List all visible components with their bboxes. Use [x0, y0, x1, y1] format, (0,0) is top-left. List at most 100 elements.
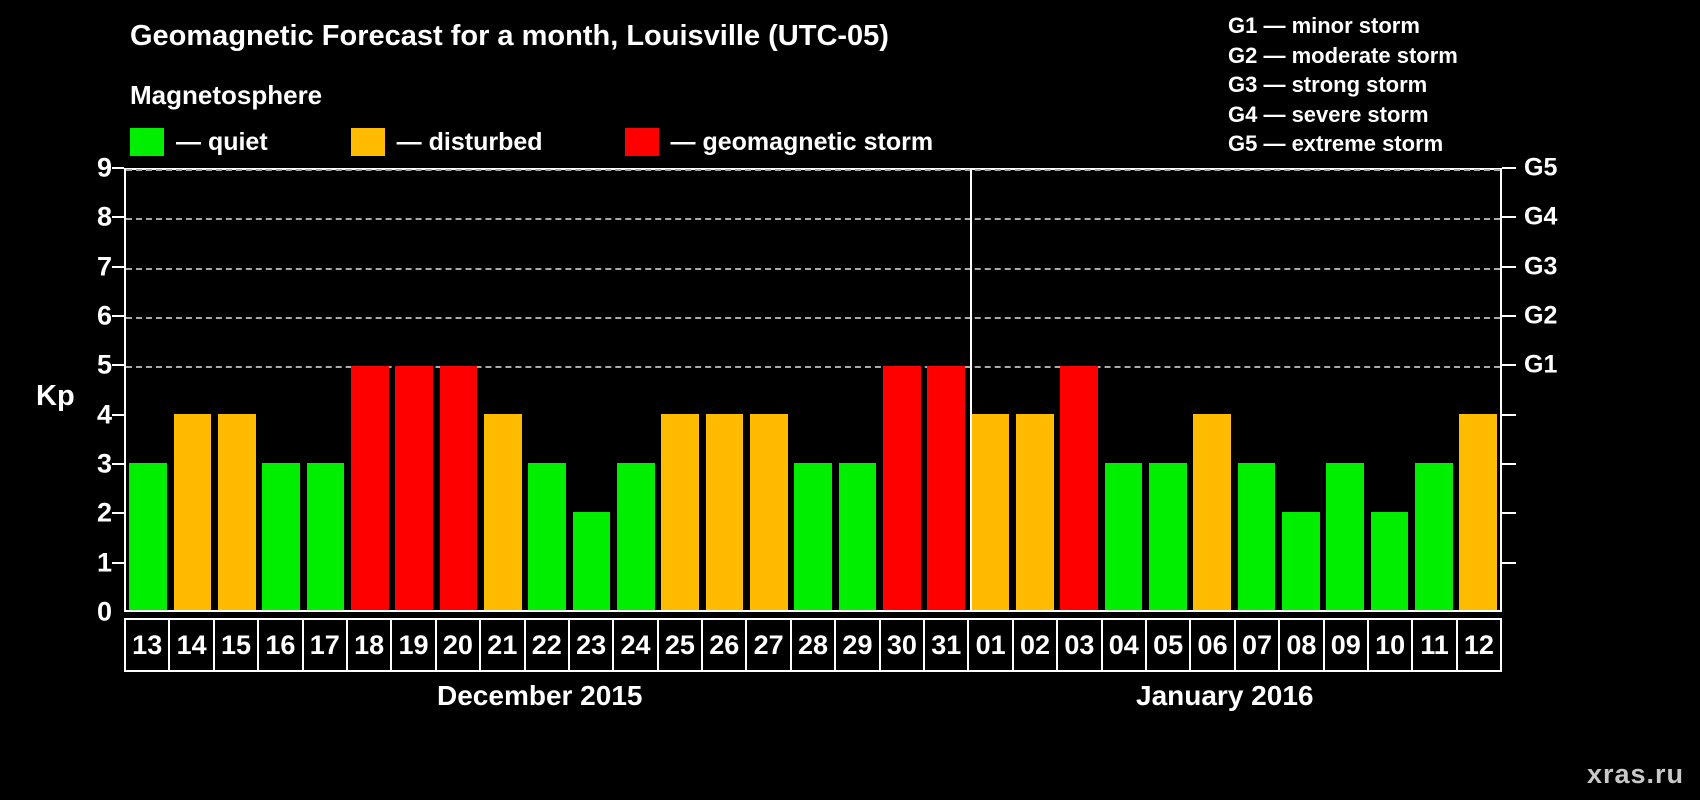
bar-20-kp-5[interactable]	[439, 365, 478, 610]
date-cell-12[interactable]: 12	[1463, 629, 1494, 660]
bar-cell-01[interactable]	[968, 170, 1012, 610]
bar-cell-26[interactable]	[702, 170, 746, 610]
bar-22-kp-3[interactable]	[528, 463, 566, 610]
bar-cell-04[interactable]	[1101, 170, 1145, 610]
bar-cell-15[interactable]	[215, 170, 259, 610]
bar-cell-30[interactable]	[880, 170, 924, 610]
bar-cell-12[interactable]	[1456, 170, 1500, 610]
date-cell-19[interactable]: 19	[392, 620, 437, 670]
bar-cell-27[interactable]	[747, 170, 791, 610]
y-tick-label-9: 9	[96, 152, 112, 183]
date-cell-29[interactable]: 29	[836, 620, 881, 670]
bar-cell-05[interactable]	[1146, 170, 1190, 610]
date-cell-30[interactable]: 30	[881, 620, 926, 670]
bar-cell-08[interactable]	[1279, 170, 1323, 610]
bar-cell-02[interactable]	[1013, 170, 1057, 610]
date-cell-03[interactable]: 03	[1058, 620, 1103, 670]
bar-05-kp-3[interactable]	[1148, 463, 1187, 610]
bar-cell-29[interactable]	[835, 170, 879, 610]
date-cell-21[interactable]: 21	[481, 620, 526, 670]
gscale-key-line-3: G3 — strong storm	[1228, 72, 1428, 97]
bar-31-kp-5[interactable]	[927, 365, 965, 610]
bar-28-kp-3[interactable]	[794, 463, 832, 610]
bar-cell-03[interactable]	[1057, 170, 1101, 610]
bar-06-kp-4[interactable]	[1193, 414, 1231, 610]
date-cell-14[interactable]: 14	[170, 620, 215, 670]
bar-27-kp-4[interactable]	[749, 414, 788, 610]
date-cell-23[interactable]: 23	[570, 620, 615, 670]
date-cell-25[interactable]: 25	[659, 620, 704, 670]
date-cell-01[interactable]: 01	[969, 620, 1014, 670]
bar-cell-31[interactable]	[924, 170, 968, 610]
date-cell-13[interactable]: 13	[126, 620, 171, 670]
bar-09-kp-3[interactable]	[1326, 463, 1364, 610]
bar-cell-23[interactable]	[569, 170, 613, 610]
bar-02-kp-4[interactable]	[1015, 414, 1054, 610]
bar-cell-14[interactable]	[170, 170, 214, 610]
bar-cell-09[interactable]	[1323, 170, 1367, 610]
bar-cell-21[interactable]	[481, 170, 525, 610]
bar-cell-28[interactable]	[791, 170, 835, 610]
date-cell-28[interactable]: 28	[792, 620, 837, 670]
bar-25-kp-4[interactable]	[661, 414, 699, 610]
date-cell-16[interactable]: 16	[259, 620, 304, 670]
date-cell-05[interactable]: 05	[1147, 620, 1192, 670]
date-cell-22[interactable]: 22	[526, 620, 570, 670]
bar-cell-13[interactable]	[126, 170, 170, 610]
bar-26-kp-4[interactable]	[705, 414, 744, 610]
bar-17-kp-3[interactable]	[306, 463, 345, 610]
bar-cell-06[interactable]	[1190, 170, 1234, 610]
bar-30-kp-5[interactable]	[882, 365, 921, 610]
bar-08-kp-2[interactable]	[1281, 512, 1320, 610]
date-cell-20[interactable]: 20	[437, 620, 482, 670]
g-tick-mark-G4	[1502, 216, 1516, 219]
date-cell-02[interactable]: 02	[1014, 620, 1059, 670]
bar-04-kp-3[interactable]	[1104, 463, 1143, 610]
date-cell-11[interactable]: 11	[1413, 620, 1458, 670]
date-cell-18[interactable]: 18	[348, 620, 393, 670]
bar-07-kp-3[interactable]	[1237, 463, 1276, 610]
bar-cell-25[interactable]	[658, 170, 702, 610]
bar-cell-24[interactable]	[614, 170, 658, 610]
bar-12-kp-4[interactable]	[1459, 414, 1497, 610]
date-cell-17[interactable]: 17	[304, 620, 348, 670]
bar-13-kp-3[interactable]	[129, 463, 167, 610]
bar-cell-07[interactable]	[1234, 170, 1278, 610]
date-cell-04[interactable]: 04	[1103, 620, 1147, 670]
bar-29-kp-3[interactable]	[838, 463, 877, 610]
bar-cell-11[interactable]	[1412, 170, 1456, 610]
gridline-kp-8	[126, 218, 1500, 221]
date-cell-10[interactable]: 10	[1369, 620, 1414, 670]
bar-cell-16[interactable]	[259, 170, 303, 610]
bar-cell-17[interactable]	[303, 170, 347, 610]
date-cell-07[interactable]: 07	[1236, 620, 1281, 670]
bar-cell-19[interactable]	[392, 170, 436, 610]
bar-24-kp-3[interactable]	[616, 463, 655, 610]
date-cell-06[interactable]: 06	[1191, 620, 1236, 670]
bar-cell-18[interactable]	[348, 170, 392, 610]
date-cell-09[interactable]: 09	[1325, 620, 1369, 670]
bar-15-kp-4[interactable]	[217, 414, 256, 610]
y-axis-label: Kp	[36, 380, 75, 412]
bar-23-kp-2[interactable]	[572, 512, 611, 610]
date-cell-08[interactable]: 08	[1280, 620, 1325, 670]
bar-14-kp-4[interactable]	[173, 414, 212, 610]
gscale-key-line-2: G2 — moderate storm	[1228, 42, 1458, 68]
bar-19-kp-5[interactable]	[395, 365, 433, 610]
date-cell-26[interactable]: 26	[703, 620, 748, 670]
bar-16-kp-3[interactable]	[262, 463, 300, 610]
bar-18-kp-5[interactable]	[350, 365, 389, 610]
bar-cell-20[interactable]	[436, 170, 480, 610]
date-cell-27[interactable]: 27	[747, 620, 792, 670]
date-cell-15[interactable]: 15	[215, 620, 260, 670]
bar-03-kp-5[interactable]	[1060, 365, 1098, 610]
date-cell-31[interactable]: 31	[925, 620, 970, 670]
bar-10-kp-2[interactable]	[1370, 512, 1409, 610]
g-tick-label-G1: G1	[1524, 350, 1558, 379]
bar-cell-22[interactable]	[525, 170, 569, 610]
bar-11-kp-3[interactable]	[1414, 463, 1453, 610]
bar-21-kp-4[interactable]	[483, 414, 522, 610]
date-cell-24[interactable]: 24	[614, 620, 659, 670]
bar-01-kp-4[interactable]	[971, 414, 1010, 610]
bar-cell-10[interactable]	[1367, 170, 1411, 610]
